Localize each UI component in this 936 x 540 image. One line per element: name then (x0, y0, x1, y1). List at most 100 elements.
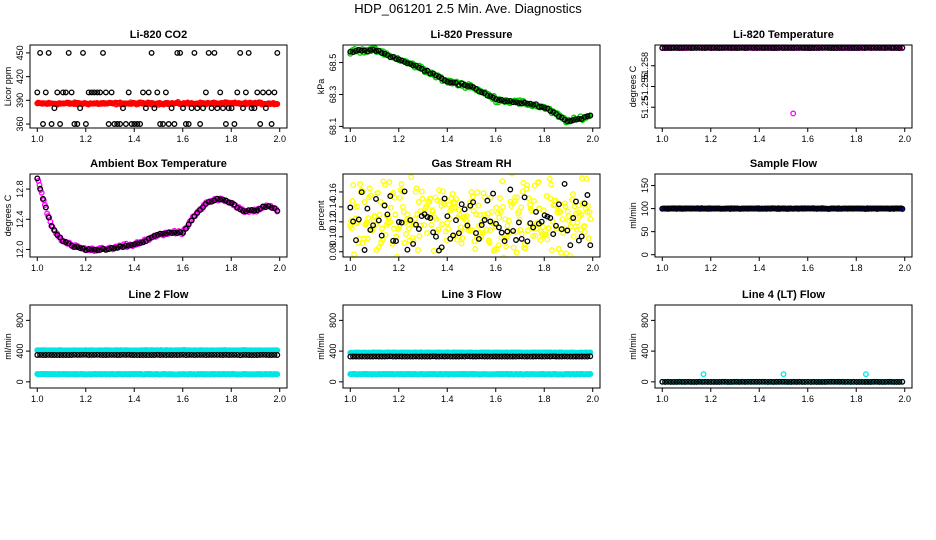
panel-temperature: Li-820 Temperature 1.0 1.2 1.4 1.6 1.8 2.0 51.2… (628, 29, 913, 144)
point-rh (438, 244, 445, 251)
point-line3 (504, 353, 511, 360)
point-rh (402, 220, 409, 226)
point-rh (513, 249, 520, 256)
point-sample (785, 205, 791, 212)
point-line4 (816, 378, 823, 385)
point-co2 (131, 121, 138, 127)
point-sample (822, 205, 829, 212)
point-co2 (234, 89, 241, 96)
point-line3 (435, 353, 442, 360)
point-sample (842, 205, 849, 212)
point-pressure (427, 70, 434, 77)
point-line3 (421, 353, 428, 360)
y-tick-label-pressure: 68.3 (328, 86, 338, 104)
point-rh (571, 203, 578, 210)
x-tick-label-sample: 1.2 (705, 263, 718, 273)
point-line2 (77, 351, 84, 358)
y-axis-label-co2: Licor ppm (3, 67, 13, 107)
point-rh (375, 244, 382, 251)
point-temperature (816, 45, 823, 51)
x-tick-label-line3: 1.6 (489, 394, 502, 404)
point-line2 (242, 351, 249, 358)
panel-title-rh: Gas Stream RH (431, 158, 511, 170)
point-rh (349, 198, 356, 205)
point-co2 (71, 121, 78, 127)
point-ambient (242, 208, 249, 215)
point-rh (573, 198, 579, 205)
point-co2 (248, 105, 255, 112)
point-ambient (248, 207, 255, 213)
point-line4 (799, 378, 806, 385)
point-line4 (845, 378, 851, 385)
point-sample (725, 205, 731, 212)
point-pressure (527, 100, 534, 107)
point-line4 (865, 378, 871, 385)
point-rh (466, 199, 473, 206)
point-temperature (799, 45, 806, 51)
point-line2 (185, 351, 192, 358)
point-temperature (750, 45, 757, 51)
panel-sample: Sample Flow 1.0 1.2 1.4 1.6 1.8 2.0 0 50 100 150ml… (628, 158, 913, 273)
point-co2 (74, 121, 81, 127)
point-line2 (134, 352, 141, 359)
point-rh (478, 222, 485, 228)
point-temperature (830, 45, 837, 51)
point-co2 (97, 89, 104, 96)
point-line4 (676, 378, 683, 385)
x-tick-label-pressure: 1.2 (393, 134, 406, 144)
point-pressure (464, 82, 471, 89)
point-rh (583, 175, 590, 182)
point-line2 (182, 352, 189, 359)
point-co2 (91, 89, 98, 96)
point-rh (573, 226, 580, 233)
point-rh (430, 229, 437, 236)
point-ambient (88, 246, 95, 253)
point-rh (412, 216, 418, 223)
point-pressure (518, 100, 525, 107)
point-ambient (208, 198, 215, 205)
point-line2 (222, 351, 229, 358)
point-pressure (421, 68, 428, 74)
point-line2 (160, 351, 166, 358)
point-line2 (248, 352, 255, 359)
point-temperature (839, 45, 846, 51)
x-tick-label-ambient: 1.2 (80, 263, 93, 273)
point-sample (696, 205, 703, 212)
point-pressure (478, 89, 485, 96)
point-rh (448, 205, 455, 212)
point-line4 (679, 378, 686, 385)
point-line4 (727, 378, 734, 385)
point-rh (435, 226, 442, 233)
x-tick-label-temperature: 1.2 (705, 134, 718, 144)
point-line2 (85, 352, 92, 358)
x-tick-label-line2: 1.4 (128, 394, 141, 404)
point-co2 (77, 105, 84, 112)
point-co2 (34, 89, 41, 96)
point-pressure (367, 47, 374, 54)
x-tick-label-pressure: 1.6 (489, 134, 502, 144)
point-rh (578, 233, 585, 240)
point-rh (381, 202, 388, 209)
point-pressure (350, 49, 357, 56)
point-line2 (91, 351, 98, 358)
point-sample (759, 205, 766, 212)
point-sample (679, 205, 686, 212)
point-line3 (375, 353, 382, 360)
point-pressure (521, 99, 528, 106)
point-line2 (105, 351, 112, 358)
y-tick-label-sample: 50 (640, 227, 650, 237)
panel-pressure: Li-820 Pressure 1.0 1.2 1.4 1.6 1.8 2.0 68.1 68.… (316, 29, 601, 144)
point-line2 (271, 351, 278, 358)
x-tick-label-line3: 1.2 (393, 394, 406, 404)
point-rh (376, 211, 383, 218)
point-rh (351, 251, 357, 257)
point-co2 (65, 49, 72, 56)
point-rh (403, 231, 409, 237)
point-rh (530, 198, 537, 205)
point-sample (839, 205, 846, 212)
point-pressure (530, 101, 537, 108)
point-rh (495, 224, 502, 231)
point-temperature (785, 45, 791, 51)
point-ambient (160, 230, 166, 237)
